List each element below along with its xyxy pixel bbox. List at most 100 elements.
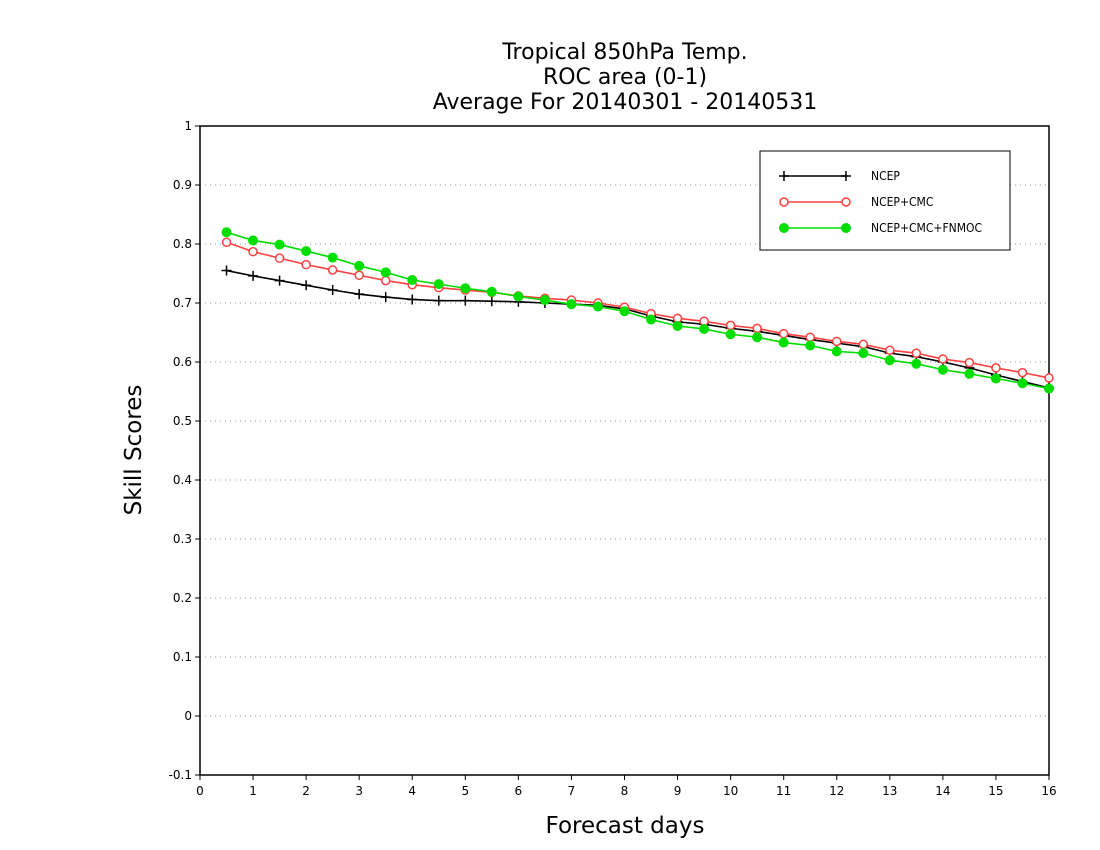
legend-label: NCEP bbox=[871, 169, 900, 183]
data-point-ncep-cmc-fnmoc bbox=[699, 323, 710, 334]
data-point-ncep-cmc-fnmoc bbox=[990, 373, 1001, 384]
data-point-ncep-cmc bbox=[725, 320, 736, 331]
data-point-ncep-cmc bbox=[832, 336, 842, 347]
data-point-ncep-cmc bbox=[1044, 373, 1054, 383]
x-tick-label: 0 bbox=[196, 784, 204, 798]
data-point-ncep-cmc bbox=[354, 270, 364, 281]
data-point-ncep bbox=[433, 295, 444, 306]
axis-ticks: -0.100.10.20.30.40.50.60.70.80.910 1 2 3 4 5 6… bbox=[169, 119, 1057, 798]
y-axis-title: Skill Scores bbox=[121, 385, 147, 516]
data-point-ncep-cmc-fnmoc bbox=[486, 286, 497, 297]
x-axis-title: Forecast days bbox=[546, 813, 705, 839]
data-point-ncep-cmc-fnmoc bbox=[672, 321, 683, 332]
data-point-ncep-cmc bbox=[805, 332, 815, 342]
x-tick-label: 1 bbox=[249, 784, 257, 798]
data-point-ncep-cmc-fnmoc bbox=[274, 239, 285, 250]
y-tick-label: 0.5 bbox=[173, 414, 192, 428]
x-tick-label: 2 bbox=[302, 784, 310, 798]
data-point-ncep-cmc-fnmoc bbox=[407, 274, 418, 285]
y-tick-label: 0.7 bbox=[173, 296, 192, 310]
data-point-ncep-cmc bbox=[221, 237, 232, 247]
y-tick-label: 0.6 bbox=[173, 355, 192, 369]
data-point-ncep bbox=[248, 270, 259, 281]
series-layer bbox=[221, 227, 1054, 394]
data-point-ncep-cmc bbox=[964, 357, 975, 368]
data-point-ncep-cmc-fnmoc bbox=[937, 364, 948, 375]
x-tick-label: 12 bbox=[829, 784, 844, 798]
data-point-ncep-cmc-fnmoc bbox=[911, 358, 922, 369]
x-tick-label: 6 bbox=[515, 784, 523, 798]
series-ncep-cmc-fnmoc bbox=[221, 227, 1054, 394]
title-line-1: Tropical 850hPa Temp. bbox=[501, 40, 747, 65]
y-tick-label: 0 bbox=[184, 709, 192, 723]
legend-marker bbox=[841, 171, 851, 181]
x-tick-label: 11 bbox=[776, 784, 791, 798]
data-point-ncep bbox=[221, 265, 232, 276]
data-point-ncep-cmc-fnmoc bbox=[752, 332, 763, 343]
chart-title: Tropical 850hPa Temp. ROC area (0-1) Ave… bbox=[433, 40, 818, 115]
title-line-3: Average For 20140301 - 20140531 bbox=[433, 90, 818, 115]
data-point-ncep-cmc-fnmoc bbox=[513, 291, 524, 302]
data-point-ncep bbox=[380, 292, 391, 303]
legend-marker bbox=[779, 171, 789, 181]
data-point-ncep-cmc bbox=[938, 354, 948, 364]
legend-box bbox=[759, 150, 1011, 251]
data-point-ncep-cmc-fnmoc bbox=[380, 267, 391, 278]
data-point-ncep-cmc-fnmoc bbox=[646, 314, 657, 325]
x-tick-label: 5 bbox=[461, 784, 469, 798]
data-point-ncep-cmc-fnmoc bbox=[858, 348, 869, 359]
y-tick-label: 0.4 bbox=[173, 473, 192, 487]
data-point-ncep-cmc-fnmoc bbox=[354, 260, 365, 271]
data-point-ncep-cmc-fnmoc bbox=[619, 306, 630, 317]
legend-marker bbox=[841, 197, 851, 207]
data-point-ncep-cmc bbox=[327, 265, 338, 275]
legend-label: NCEP+CMC+FNMOC bbox=[871, 221, 982, 235]
data-point-ncep-cmc bbox=[248, 246, 258, 257]
legend: NCEP NCEP+CMC NCEP+CMC+FNMOC bbox=[759, 150, 1011, 251]
data-point-ncep bbox=[460, 295, 471, 306]
data-point-ncep-cmc-fnmoc bbox=[566, 299, 577, 310]
data-point-ncep-cmc bbox=[991, 363, 1001, 373]
data-point-ncep-cmc bbox=[858, 339, 869, 350]
data-point-ncep-cmc bbox=[911, 348, 922, 358]
data-point-ncep-cmc bbox=[1017, 367, 1028, 378]
legend-label: NCEP+CMC bbox=[871, 195, 933, 209]
x-tick-label: 7 bbox=[568, 784, 576, 798]
x-tick-label: 9 bbox=[674, 784, 682, 798]
data-point-ncep bbox=[274, 275, 285, 286]
data-point-ncep-cmc-fnmoc bbox=[964, 368, 975, 379]
legend-marker bbox=[779, 223, 789, 233]
data-point-ncep-cmc-fnmoc bbox=[327, 252, 338, 263]
data-point-ncep-cmc-fnmoc bbox=[831, 346, 842, 357]
title-line-2: ROC area (0-1) bbox=[543, 65, 707, 90]
data-point-ncep bbox=[486, 296, 497, 307]
data-point-ncep-cmc-fnmoc bbox=[539, 295, 550, 306]
x-tick-label: 15 bbox=[988, 784, 1003, 798]
data-point-ncep bbox=[327, 285, 338, 296]
data-point-ncep-cmc-fnmoc bbox=[778, 337, 789, 348]
data-point-ncep-cmc-fnmoc bbox=[433, 279, 444, 290]
data-point-ncep-cmc-fnmoc bbox=[301, 246, 312, 257]
data-point-ncep bbox=[407, 294, 418, 305]
grid-lines bbox=[200, 184, 1049, 717]
x-tick-label: 4 bbox=[408, 784, 416, 798]
legend-marker bbox=[779, 197, 789, 207]
y-tick-label: -0.1 bbox=[169, 768, 192, 782]
data-point-ncep bbox=[301, 280, 312, 291]
y-tick-label: 0.3 bbox=[173, 532, 192, 546]
data-point-ncep-cmc bbox=[301, 259, 311, 270]
data-point-ncep-cmc-fnmoc bbox=[725, 329, 736, 340]
series-ncep-cmc bbox=[221, 237, 1054, 383]
y-tick-label: 0.9 bbox=[173, 178, 192, 192]
data-point-ncep-cmc-fnmoc bbox=[221, 227, 232, 238]
x-tick-label: 8 bbox=[621, 784, 629, 798]
y-tick-label: 0.8 bbox=[173, 237, 192, 251]
data-point-ncep-cmc-fnmoc bbox=[805, 340, 816, 351]
y-tick-label: 0.1 bbox=[173, 650, 192, 664]
data-point-ncep-cmc-fnmoc bbox=[1017, 378, 1028, 389]
y-tick-label: 1 bbox=[184, 119, 192, 133]
legend-entry-ncep-cmc: NCEP+CMC bbox=[779, 195, 933, 209]
legend-marker bbox=[841, 223, 851, 233]
x-tick-label: 16 bbox=[1041, 784, 1056, 798]
